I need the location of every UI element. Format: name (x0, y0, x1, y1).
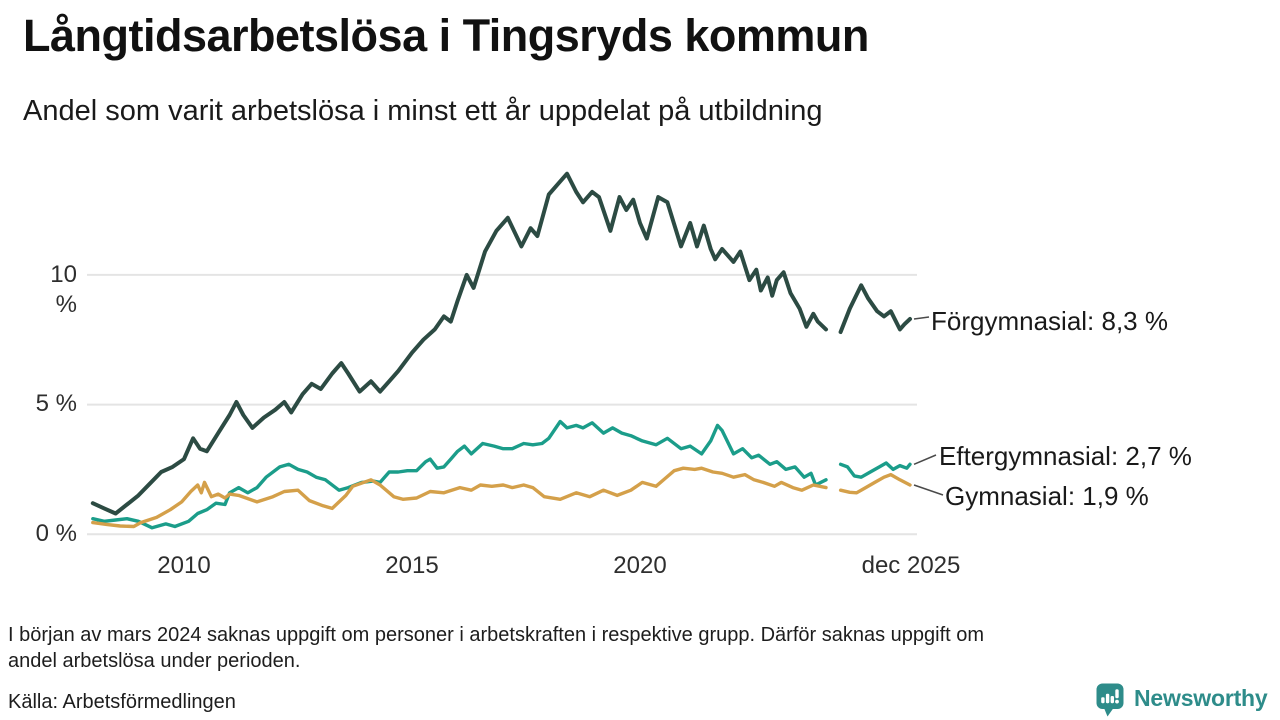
series-label-forgymnasial: Förgymnasial: 8,3 % (931, 306, 1168, 336)
line-eftergymnasial-segment-1 (91, 419, 828, 530)
label-leader-förgymnasial (913, 316, 930, 320)
label-leader-gymnasial (913, 484, 944, 496)
footnote-line-1: I början av mars 2024 saknas uppgift om … (8, 624, 985, 646)
line-förgymnasial-segment-1 (90, 171, 828, 516)
newsworthy-logo-text: Newsworthy (1134, 685, 1268, 711)
y-axis-tick-5: 5 % (35, 390, 77, 417)
x-axis-tick-2020: 2020 (613, 552, 667, 579)
series-label-eftergymnasial: Eftergymnasial: 2,7 % (939, 441, 1192, 471)
source-note: Källa: Arbetsförmedlingen (8, 691, 236, 713)
line-eftergymnasial-segment-2 (838, 461, 912, 479)
line-gymnasial-segment-2 (838, 472, 912, 495)
footnote-line-2: andel arbetslösa under perioden. (8, 650, 301, 672)
newsworthy-logo-icon (1096, 683, 1124, 717)
y-axis-tick-0: 0 % (35, 520, 77, 547)
series-label-gymnasial: Gymnasial: 1,9 % (945, 481, 1149, 511)
x-axis-tick-2015: 2015 (385, 552, 439, 579)
page-title: Långtidsarbetslösa i Tingsryds kommun (23, 10, 869, 61)
y-axis-tick-10: 10 % (50, 261, 77, 318)
x-axis-tick-2010: 2010 (157, 552, 211, 579)
page-subtitle: Andel som varit arbetslösa i minst ett å… (23, 95, 823, 127)
x-axis-tick-dec-2025: dec 2025 (861, 552, 961, 579)
newsworthy-logo: Newsworthy (1096, 683, 1268, 718)
line-gymnasial-segment-1 (91, 466, 828, 529)
label-leader-eftergymnasial (913, 454, 937, 465)
line-förgymnasial-segment-2 (838, 283, 912, 334)
